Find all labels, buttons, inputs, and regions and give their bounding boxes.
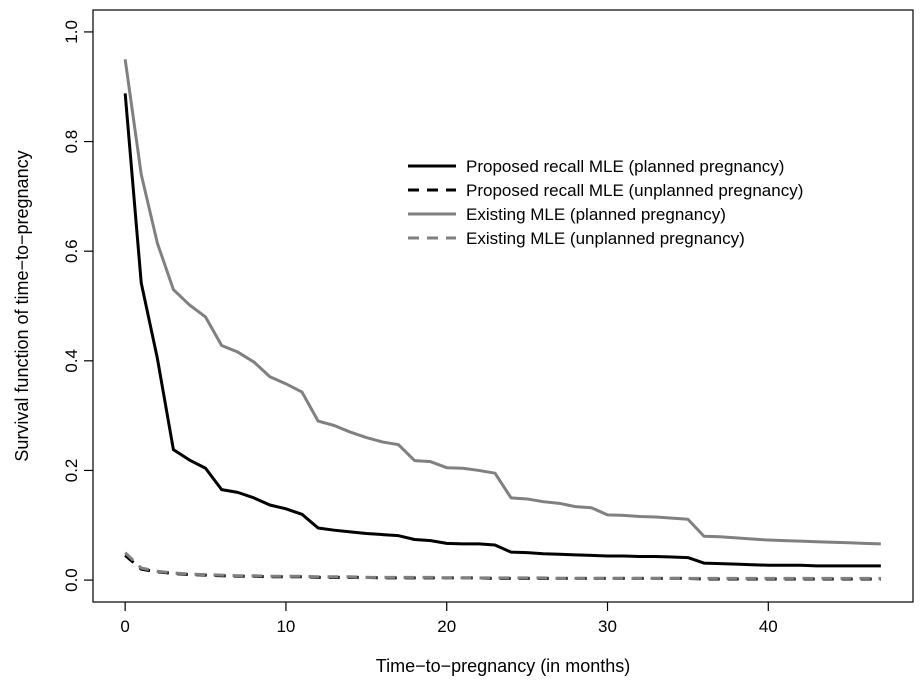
x-tick-label: 20 — [437, 617, 456, 636]
series-line-3 — [123, 59, 881, 546]
legend-label-2: Proposed recall MLE (unplanned pregnancy… — [466, 181, 803, 200]
x-tick-label: 0 — [120, 617, 129, 636]
y-tick-label: 1.0 — [62, 20, 81, 44]
legend-label-1: Proposed recall MLE (planned pregnancy) — [466, 157, 784, 176]
y-tick-label: 0.8 — [62, 130, 81, 154]
y-tick-label: 0.0 — [62, 568, 81, 592]
legend-label-4: Existing MLE (unplanned pregnancy) — [466, 229, 745, 248]
y-tick-label: 0.6 — [62, 239, 81, 263]
x-tick-label: 40 — [759, 617, 778, 636]
y-axis: 0.0 0.2 0.4 0.6 0.8 1.0 — [62, 20, 93, 592]
series-line-1 — [123, 93, 881, 568]
plot-frame — [92, 9, 914, 603]
legend-label-3: Existing MLE (planned pregnancy) — [466, 205, 726, 224]
x-axis: 0 10 20 30 40 — [120, 602, 778, 636]
y-tick-label: 0.4 — [62, 349, 81, 373]
y-tick-label: 0.2 — [62, 459, 81, 483]
legend: Proposed recall MLE (planned pregnancy) P… — [408, 157, 803, 248]
series-layer — [123, 59, 881, 581]
y-axis-title: Survival function of time−to−pregnancy — [12, 150, 32, 461]
x-tick-label: 10 — [276, 617, 295, 636]
x-axis-title: Time−to−pregnancy (in months) — [376, 656, 630, 676]
series-line-4 — [124, 551, 881, 580]
x-tick-label: 30 — [598, 617, 617, 636]
